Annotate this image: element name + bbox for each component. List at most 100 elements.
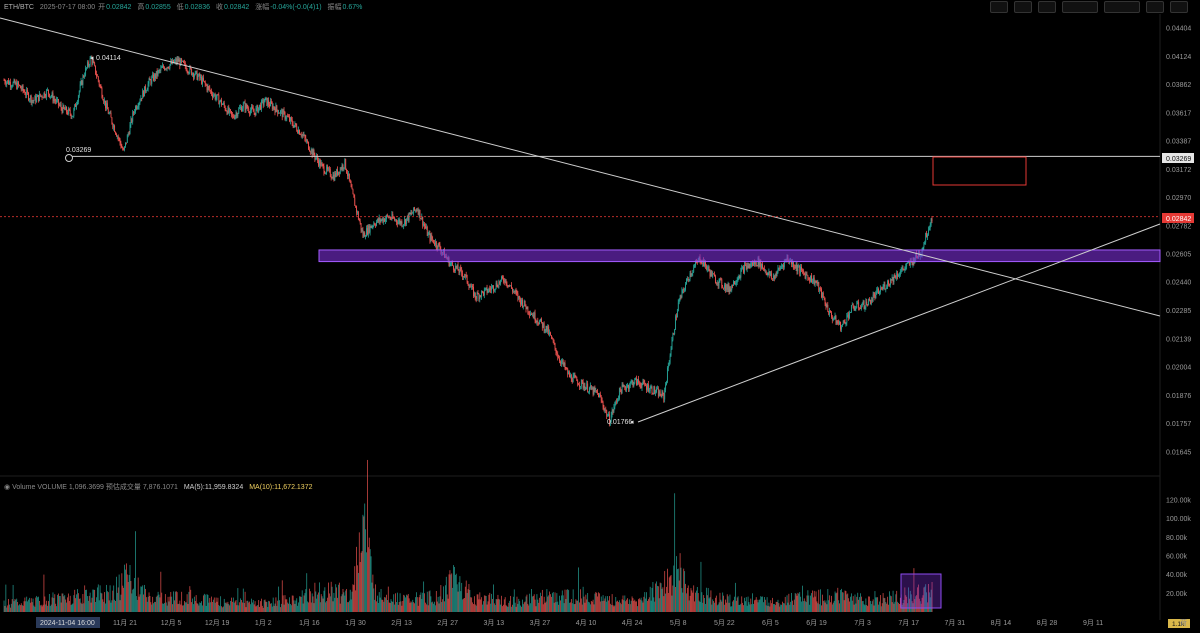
lock-icon[interactable] bbox=[1146, 1, 1164, 13]
volume-bar bbox=[743, 605, 744, 612]
volume-bar bbox=[344, 595, 346, 612]
volume-bar bbox=[783, 603, 784, 612]
candle-body bbox=[87, 62, 88, 68]
candle-body bbox=[180, 58, 182, 66]
candle-body bbox=[588, 391, 590, 393]
candle-body bbox=[162, 65, 164, 68]
time-tick-label: 5月 22 bbox=[714, 619, 735, 627]
volume-bar bbox=[39, 605, 41, 612]
candle-body bbox=[453, 265, 454, 270]
volume-bar bbox=[551, 596, 552, 612]
volume-bar bbox=[921, 597, 923, 612]
volume-bar bbox=[443, 586, 444, 612]
resistance-zone[interactable] bbox=[318, 249, 1161, 263]
candle-body bbox=[87, 62, 89, 66]
cursor-tool-icon[interactable] bbox=[990, 1, 1008, 13]
volume-bar bbox=[354, 566, 356, 612]
candle-body bbox=[889, 284, 890, 286]
candle-body bbox=[390, 218, 392, 220]
line-width-dropdown[interactable] bbox=[1104, 1, 1140, 13]
volume-bar bbox=[825, 600, 827, 612]
candle-body bbox=[775, 274, 777, 277]
candle-body bbox=[707, 266, 709, 269]
candle-body bbox=[633, 383, 635, 386]
volume-bar bbox=[137, 577, 139, 612]
volume-bar bbox=[891, 602, 893, 612]
candle-body bbox=[29, 95, 31, 100]
descending-trendline[interactable] bbox=[0, 17, 1161, 317]
volume-bar bbox=[686, 587, 688, 612]
candle-body bbox=[683, 289, 685, 291]
volume-bar bbox=[258, 600, 260, 612]
candle-body bbox=[132, 112, 134, 122]
volume-highlight-box[interactable] bbox=[900, 573, 942, 609]
volume-bar bbox=[150, 602, 152, 612]
candle-body bbox=[825, 304, 827, 308]
time-tick-label: 1月 2 bbox=[255, 619, 272, 627]
candle-body bbox=[402, 225, 404, 227]
volume-bar bbox=[802, 601, 804, 612]
volume-bar bbox=[153, 603, 154, 612]
target-box[interactable] bbox=[932, 156, 1027, 186]
volume-bar bbox=[573, 604, 575, 612]
volume-bar bbox=[37, 597, 38, 612]
candle-body bbox=[809, 278, 811, 282]
volume-tick-label: 20.00k bbox=[1166, 591, 1188, 598]
candle-body bbox=[200, 76, 202, 79]
pencil-tool-icon[interactable] bbox=[1038, 1, 1056, 13]
volume-bar bbox=[287, 602, 289, 612]
volume-bar bbox=[362, 514, 364, 612]
volume-bar bbox=[741, 596, 743, 612]
volume-bar bbox=[706, 595, 708, 612]
candle-body bbox=[619, 388, 620, 399]
candle-body bbox=[93, 61, 95, 63]
candle-body bbox=[137, 106, 139, 108]
volume-bar bbox=[572, 589, 574, 612]
candle-body bbox=[638, 382, 640, 384]
volume-bar bbox=[438, 603, 440, 612]
symbol-label: ETH/BTC bbox=[4, 4, 34, 11]
candle-body bbox=[42, 97, 44, 98]
candle-body bbox=[86, 67, 87, 69]
volume-bar bbox=[885, 602, 887, 612]
candle-body bbox=[579, 384, 580, 387]
magnet-tool-icon[interactable] bbox=[1014, 1, 1032, 13]
candle-body bbox=[367, 225, 369, 235]
volume-bar bbox=[693, 585, 695, 612]
candle-body bbox=[261, 100, 262, 110]
candle-body bbox=[549, 332, 551, 335]
candle-body bbox=[834, 315, 836, 319]
candle-body bbox=[37, 94, 39, 97]
candle-body bbox=[472, 285, 474, 288]
volume-bar bbox=[124, 564, 125, 612]
eye-icon[interactable] bbox=[1170, 1, 1188, 13]
volume-bar bbox=[531, 589, 532, 612]
candle-body bbox=[712, 273, 714, 277]
candle-body bbox=[483, 291, 484, 296]
level-anchor-handle[interactable] bbox=[65, 154, 73, 162]
volume-bar bbox=[415, 592, 417, 612]
candle-body bbox=[116, 133, 117, 137]
start-time-label: 2024-11-04 16:00 bbox=[40, 620, 95, 627]
volume-bar bbox=[115, 601, 116, 612]
candle-body bbox=[737, 278, 739, 280]
volume-bar bbox=[375, 584, 376, 612]
volume-bar bbox=[416, 597, 418, 612]
volume-bar bbox=[201, 601, 202, 612]
volume-bar bbox=[710, 590, 712, 612]
volume-bar bbox=[298, 602, 299, 612]
volume-tick-label: 100.00k bbox=[1166, 516, 1191, 523]
ascending-trendline[interactable] bbox=[637, 223, 1161, 423]
volume-bar bbox=[19, 605, 21, 612]
volume-toggle-icon[interactable]: ◉ bbox=[4, 484, 11, 491]
candle-body bbox=[9, 81, 10, 85]
candle-body bbox=[326, 166, 328, 173]
candle-body bbox=[693, 267, 695, 272]
line-style-dropdown[interactable] bbox=[1062, 1, 1098, 13]
volume-bar bbox=[771, 603, 773, 612]
candle-body bbox=[251, 106, 252, 111]
volume-bar bbox=[731, 606, 733, 612]
volume-bar bbox=[338, 584, 339, 612]
candle-body bbox=[241, 107, 242, 112]
